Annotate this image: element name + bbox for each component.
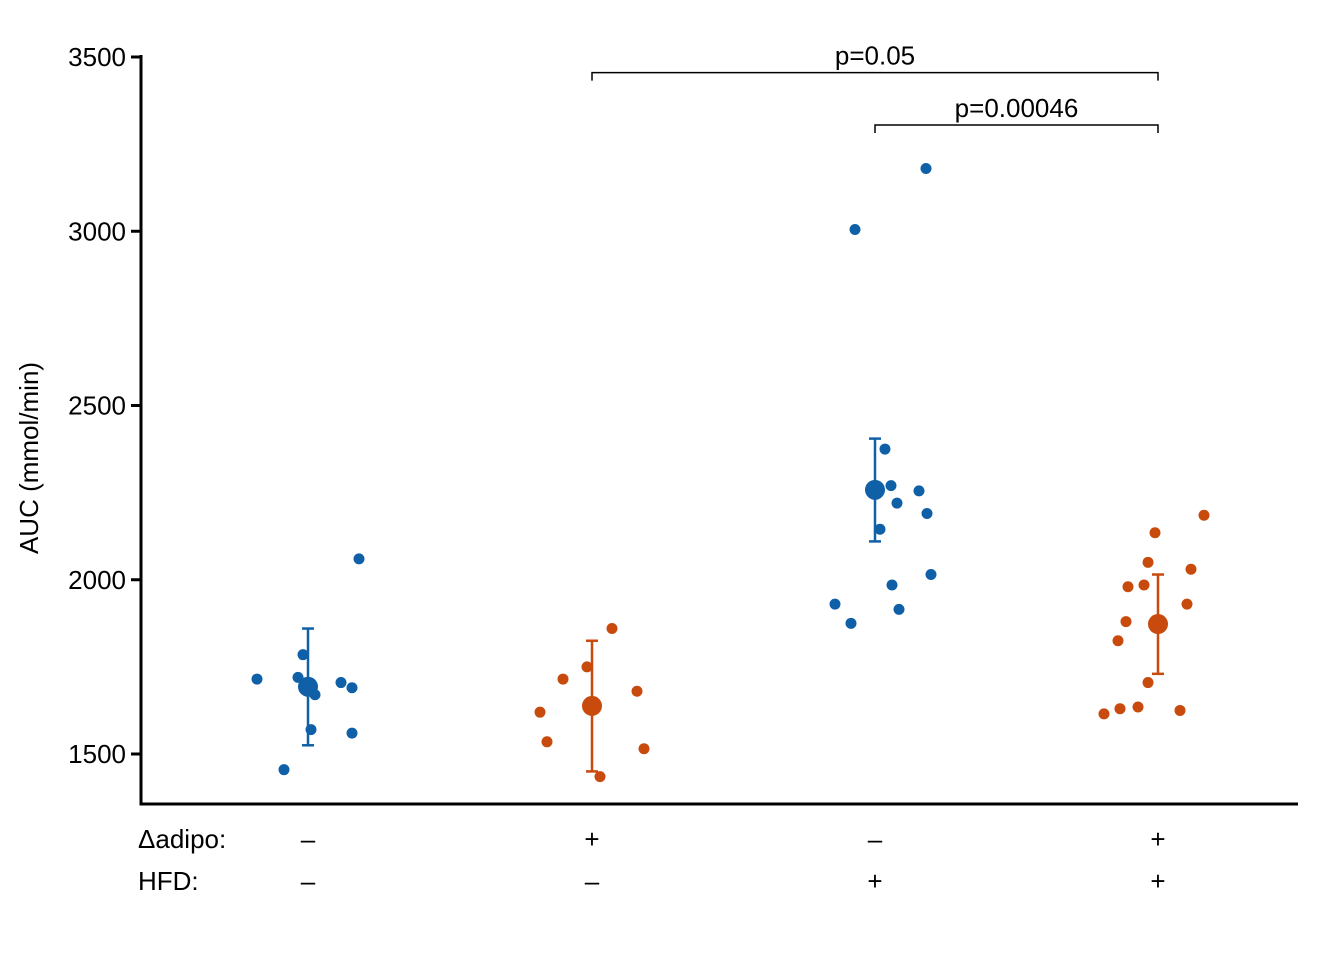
data-point-g3-7	[885, 480, 897, 492]
data-point-g4-12	[1181, 598, 1193, 610]
data-point-g3-13	[925, 569, 937, 581]
data-point-g3-9	[893, 603, 905, 615]
data-point-g4-3	[1114, 703, 1126, 715]
y-tick-label-1500: 1500	[68, 739, 126, 769]
condition-g4-row1: +	[1150, 824, 1165, 854]
data-point-g1-2	[278, 764, 290, 776]
data-point-g1-1	[251, 673, 263, 685]
data-point-g1-4	[297, 649, 309, 661]
data-point-g1-10	[353, 553, 365, 565]
data-point-g2-6	[606, 623, 618, 635]
condition-g2-row1: +	[584, 824, 599, 854]
row-label-hfd: HFD:	[138, 866, 199, 896]
data-point-g2-4	[581, 661, 593, 673]
axes	[139, 55, 1298, 806]
data-point-g2-2	[541, 736, 553, 748]
data-point-g4-8	[1142, 677, 1154, 689]
condition-g1-row2: –	[301, 866, 316, 896]
data-point-g1-7	[335, 677, 347, 689]
mean-marker-g4	[1148, 614, 1168, 635]
data-point-g3-6	[886, 579, 898, 591]
data-point-g1-8	[346, 682, 358, 694]
mean-marker-g3	[865, 479, 885, 500]
data-point-g4-5	[1122, 581, 1134, 593]
data-point-g4-9	[1142, 556, 1154, 568]
data-point-g4-14	[1198, 509, 1210, 521]
data-point-g1-9	[346, 727, 358, 739]
data-point-g4-2	[1112, 635, 1124, 647]
p-value-label-0: p=0.05	[835, 41, 915, 71]
condition-g3-row2: +	[867, 866, 882, 896]
data-point-g2-1	[534, 706, 546, 718]
bracket-1	[874, 124, 1159, 133]
y-tick-label-3000: 3000	[68, 216, 126, 246]
data-point-g4-4	[1120, 616, 1132, 628]
mean-marker-g2	[582, 695, 602, 716]
data-point-g3-8	[891, 497, 903, 509]
group-summaries	[298, 437, 1168, 773]
y-tick-label-3500: 3500	[68, 42, 126, 72]
data-point-g4-11	[1174, 704, 1186, 716]
data-point-g3-3	[849, 224, 861, 236]
y-tick-label-2000: 2000	[68, 565, 126, 595]
mean-marker-g1	[298, 676, 318, 697]
y-axis-ticks: 1500 2000 2500 3000 3500	[68, 42, 141, 769]
data-point-g4-10	[1149, 527, 1161, 539]
data-point-g2-8	[638, 743, 650, 755]
condition-g2-row2: –	[585, 866, 600, 896]
data-point-g4-6	[1132, 701, 1144, 713]
significance-brackets: p=0.05 p=0.00046	[591, 41, 1159, 133]
data-point-g4-1	[1098, 708, 1110, 720]
data-point-g2-5	[594, 771, 606, 783]
data-point-g3-2	[845, 617, 857, 629]
data-point-g2-3	[557, 673, 569, 685]
condition-g3-row1: –	[868, 824, 883, 854]
y-axis-title: AUC (mmol/min)	[14, 362, 44, 554]
data-point-g3-10	[920, 163, 932, 175]
data-point-g3-1	[829, 598, 841, 610]
row-label-adipo: Δadipo:	[138, 824, 226, 854]
data-point-g3-4	[874, 523, 886, 535]
condition-g1-row1: –	[301, 824, 316, 854]
data-point-g3-12	[921, 508, 933, 520]
data-points	[251, 163, 1210, 783]
p-value-label-1: p=0.00046	[955, 93, 1079, 123]
condition-g4-row2: +	[1150, 866, 1165, 896]
bracket-0	[591, 71, 1159, 81]
data-point-g4-7	[1138, 579, 1150, 591]
condition-table: Δadipo: HFD: – – + – – + + +	[138, 824, 1166, 896]
data-point-g3-5	[879, 443, 891, 455]
data-point-g2-7	[631, 685, 643, 697]
y-tick-label-2500: 2500	[68, 391, 126, 421]
data-point-g4-13	[1185, 563, 1197, 575]
data-point-g3-11	[913, 485, 925, 497]
